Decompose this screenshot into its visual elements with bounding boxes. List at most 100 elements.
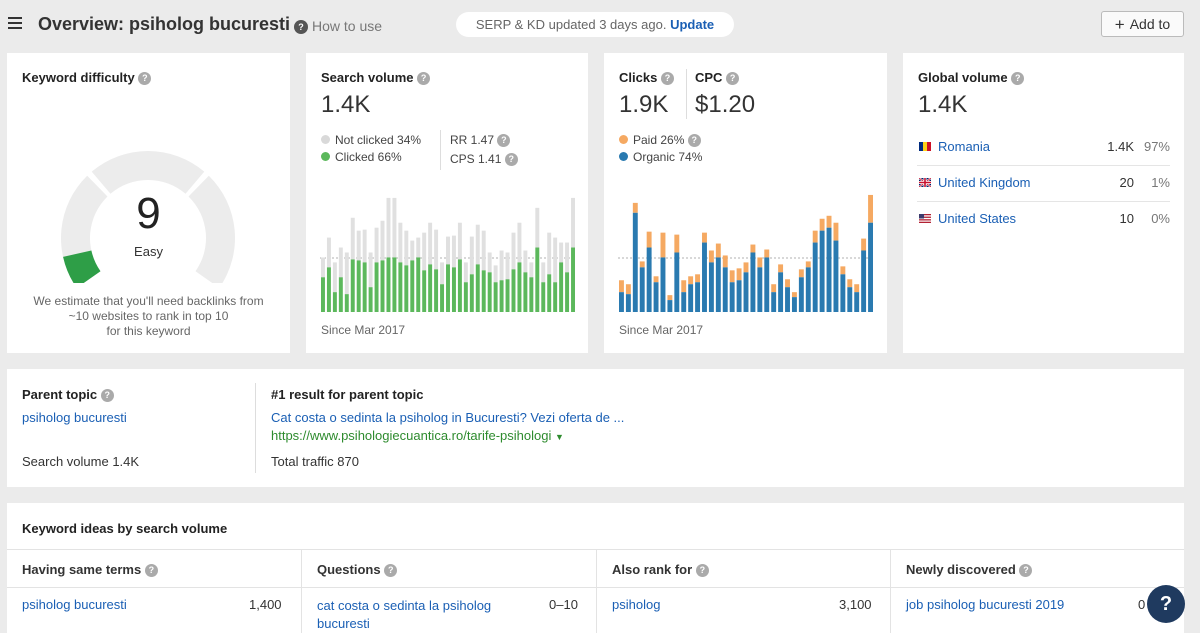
- help-icon[interactable]: ?: [504, 153, 518, 167]
- help-icon[interactable]: ?: [144, 564, 158, 578]
- organic-bar: [646, 247, 652, 312]
- clicked-bar: [541, 282, 546, 312]
- clicked-bar: [440, 284, 445, 312]
- rr-metric: RR 1.47 ?: [450, 133, 511, 148]
- clicked-bar: [428, 264, 433, 312]
- clicked-bar: [529, 277, 534, 312]
- paid-bar: [674, 234, 680, 253]
- not-clicked-bar: [321, 257, 325, 278]
- help-icon[interactable]: ?: [417, 72, 431, 86]
- clicked-bar: [386, 257, 391, 312]
- help-icon[interactable]: ?: [100, 389, 114, 403]
- clicks-value: 1.9K: [619, 91, 669, 118]
- idea-keyword[interactable]: psiholog: [612, 597, 661, 612]
- ideas-col-header[interactable]: Questions ?: [317, 562, 398, 578]
- update-link[interactable]: Update: [670, 17, 715, 32]
- clicked-bar: [434, 269, 439, 312]
- country-row[interactable]: United Kingdom 20 1%: [917, 166, 1170, 202]
- clicked-bar: [356, 260, 361, 312]
- organic-bar: [840, 274, 846, 312]
- clicked-bar: [422, 270, 427, 312]
- us-flag-icon: [919, 214, 931, 223]
- organic-bar: [771, 292, 777, 312]
- parent-topic-card: Parent topic ? psiholog bucuresti Search…: [7, 369, 1184, 487]
- organic-label: Organic 74%: [633, 150, 703, 164]
- clicks-cpc-card: Clicks ? 1.9K CPC ? $1.20 Paid 26% ? Org…: [604, 53, 887, 353]
- ideas-col-header[interactable]: Also rank for ?: [612, 562, 709, 578]
- clicks-since: Since Mar 2017: [619, 323, 704, 337]
- clicked-bar: [332, 292, 337, 312]
- clicked-dot: [321, 152, 330, 161]
- kd-label: Easy: [134, 244, 163, 259]
- organic-bar: [812, 242, 818, 312]
- plus-icon: +: [1114, 15, 1125, 34]
- help-icon[interactable]: ?: [687, 134, 701, 148]
- country-volume: 10: [1119, 211, 1134, 226]
- caret-down-icon[interactable]: ▼: [555, 432, 564, 442]
- help-icon[interactable]: ?: [384, 564, 398, 578]
- not-clicked-bar: [326, 237, 331, 268]
- ideas-row-divider: [7, 587, 1184, 588]
- country-name[interactable]: United States: [938, 211, 1017, 226]
- page-title: Overview: psiholog bucuresti: [38, 14, 291, 34]
- paid-bar: [785, 279, 790, 288]
- parent-topic-keyword[interactable]: psiholog bucuresti: [22, 410, 127, 425]
- paid-bar: [660, 232, 666, 258]
- help-icon[interactable]: ?: [138, 72, 152, 86]
- help-icon[interactable]: ?: [1011, 72, 1025, 86]
- sv-title: Search volume ?: [321, 70, 431, 86]
- ideas-col-header[interactable]: Having same terms ?: [22, 562, 158, 578]
- clicked-bar: [493, 282, 498, 312]
- add-to-button[interactable]: + Add to: [1101, 11, 1184, 37]
- not-clicked-bar: [535, 207, 540, 248]
- gv-title: Global volume ?: [918, 70, 1025, 86]
- country-percent: 97%: [1143, 139, 1170, 154]
- paid-bar: [729, 270, 735, 283]
- not-clicked-bar: [446, 236, 450, 265]
- idea-keyword[interactable]: job psiholog bucuresti 2019: [906, 597, 1065, 612]
- help-icon[interactable]: ?: [695, 564, 709, 578]
- keyword-difficulty-card: Keyword difficulty ? 9 Easy We estimate …: [7, 53, 290, 353]
- idea-keyword[interactable]: cat costa o sedinta la psiholog bucuresti: [317, 597, 491, 633]
- not-clicked-bar: [553, 237, 558, 283]
- clicked-bar: [362, 262, 367, 312]
- organic-bar: [688, 284, 694, 312]
- help-chat-button[interactable]: ?: [1147, 585, 1185, 623]
- paid-bar: [798, 269, 804, 278]
- ideas-col-header[interactable]: Newly discovered ?: [906, 562, 1033, 578]
- country-row[interactable]: Romania 1.4K 97%: [917, 130, 1170, 166]
- organic-bar: [757, 267, 763, 312]
- help-icon[interactable]: ?: [660, 72, 674, 86]
- not-clicked-bar: [428, 222, 433, 265]
- paid-bar: [757, 257, 763, 268]
- organic-dot: [619, 152, 628, 161]
- top-result-url[interactable]: https://www.psihologiecuantica.ro/tarife…: [271, 428, 564, 443]
- help-icon[interactable]: ?: [726, 72, 740, 86]
- paid-bar: [764, 249, 770, 258]
- gauge-fill: [63, 250, 101, 283]
- clicked-bar: [475, 264, 480, 312]
- organic-bar: [819, 230, 825, 312]
- not-clicked-bar: [547, 232, 552, 275]
- organic-bar: [805, 267, 811, 312]
- clicks-title: Clicks ?: [619, 70, 674, 86]
- top-result-traffic: Total traffic 870: [271, 454, 359, 469]
- paid-bar: [854, 284, 860, 293]
- country-name[interactable]: Romania: [938, 139, 991, 154]
- ideas-header-divider: [7, 549, 1184, 550]
- sv-since: Since Mar 2017: [321, 323, 406, 337]
- not-clicked-bar: [517, 222, 522, 263]
- help-icon[interactable]: ?: [1019, 564, 1033, 578]
- idea-keyword[interactable]: psiholog bucuresti: [22, 597, 127, 612]
- menu-icon[interactable]: [8, 17, 22, 29]
- not-clicked-bar: [416, 237, 421, 258]
- top-result-link[interactable]: Cat costa o sedinta la psiholog in Bucur…: [271, 410, 625, 425]
- country-row[interactable]: United States 10 0%: [917, 202, 1170, 238]
- cps-metric: CPS 1.41 ?: [450, 152, 518, 167]
- not-clicked-bar: [422, 232, 427, 271]
- help-icon[interactable]: ?: [497, 134, 511, 148]
- how-to-use-link[interactable]: ? How to use: [294, 18, 382, 35]
- country-name[interactable]: United Kingdom: [938, 175, 1031, 190]
- clicked-bar: [517, 262, 522, 312]
- organic-bar: [667, 300, 673, 312]
